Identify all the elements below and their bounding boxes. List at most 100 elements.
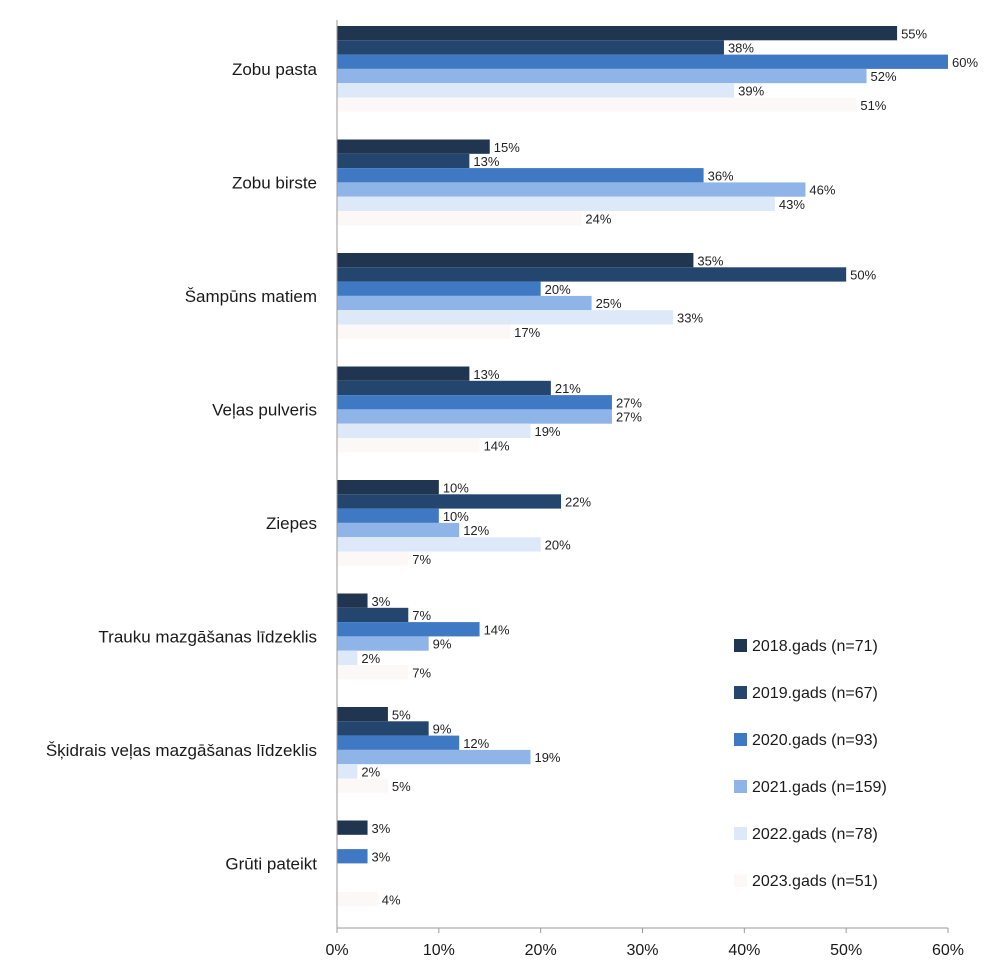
bar	[337, 707, 388, 722]
bar	[337, 764, 358, 779]
category-label: Trauku mazgāšanas līdzeklis	[98, 627, 317, 646]
category-label: Šķidrais veļas mazgāšanas līdzeklis	[46, 741, 317, 760]
data-label: 4%	[382, 892, 401, 907]
legend-swatch	[734, 827, 747, 840]
x-tick-label: 40%	[728, 942, 760, 959]
data-label: 3%	[372, 849, 391, 864]
category-label: Ziepes	[266, 514, 317, 533]
data-label: 3%	[372, 821, 391, 836]
legend-entry: 2018.gads (n=71)	[752, 638, 878, 655]
legend-swatch	[734, 780, 747, 793]
x-tick-label: 30%	[626, 942, 658, 959]
bar	[337, 196, 775, 211]
data-label: 60%	[952, 55, 978, 70]
data-label: 2%	[361, 651, 380, 666]
bar	[337, 409, 612, 424]
data-label: 5%	[392, 779, 411, 794]
x-tick-label: 50%	[830, 942, 862, 959]
data-label: 2%	[361, 765, 380, 780]
legend-entry: 2021.gads (n=159)	[752, 779, 887, 796]
bar	[337, 778, 388, 793]
data-label: 7%	[412, 552, 431, 567]
data-label: 17%	[514, 325, 540, 340]
data-label: 51%	[860, 98, 886, 113]
bar	[337, 423, 531, 438]
legend-entry: 2022.gads (n=78)	[752, 826, 878, 843]
data-label: 10%	[443, 509, 469, 524]
data-label: 9%	[433, 722, 452, 737]
data-label: 12%	[463, 523, 489, 538]
x-tick-label: 60%	[932, 942, 964, 959]
legend: 2018.gads (n=71) 2019.gads (n=67) 2020.gad…	[734, 638, 887, 890]
data-label: 36%	[708, 168, 734, 183]
bar	[337, 508, 439, 523]
bar	[337, 310, 674, 325]
data-label: 43%	[779, 197, 805, 212]
legend-swatch	[734, 733, 747, 746]
bar	[337, 281, 541, 296]
bar	[337, 622, 480, 637]
data-label: 52%	[871, 69, 897, 84]
data-label: 20%	[545, 282, 571, 297]
bar	[337, 849, 368, 864]
data-label: 35%	[697, 253, 723, 268]
data-label: 14%	[484, 622, 510, 637]
bar	[337, 820, 368, 835]
data-label: 55%	[901, 26, 927, 41]
data-label: 33%	[677, 311, 703, 326]
data-label: 19%	[534, 750, 560, 765]
bar	[337, 40, 724, 55]
bar	[337, 168, 704, 183]
category-labels-layer: Zobu pasta Zobu birste Šampūns matiem Veļas…	[46, 60, 318, 874]
data-label: 24%	[585, 211, 611, 226]
data-label: 7%	[412, 665, 431, 680]
bar	[337, 593, 368, 608]
bar	[337, 735, 460, 750]
data-label: 46%	[809, 183, 835, 198]
data-label: 12%	[463, 736, 489, 751]
value-labels-layer: 55%38%60%52%39%51%15%13%36%46%43%24%35%5…	[361, 26, 978, 907]
data-label: 39%	[738, 84, 764, 99]
data-label: 38%	[728, 41, 754, 56]
x-tick-label: 0%	[325, 942, 348, 959]
data-label: 13%	[473, 154, 499, 169]
bar	[337, 68, 867, 84]
x-tick-label: 10%	[423, 942, 455, 959]
category-label: Šampūns matiem	[185, 287, 317, 306]
category-label: Zobu pasta	[232, 60, 318, 79]
legend-swatch	[734, 639, 747, 652]
data-label: 20%	[545, 538, 571, 553]
bar	[337, 665, 409, 680]
bar	[337, 607, 409, 623]
bar	[337, 83, 735, 98]
bar	[337, 253, 694, 268]
bar	[337, 54, 948, 69]
data-label: 27%	[616, 410, 642, 425]
data-label: 3%	[372, 594, 391, 609]
data-label: 13%	[473, 367, 499, 382]
bar	[337, 295, 592, 311]
bar	[337, 211, 582, 226]
bar	[337, 551, 409, 566]
bar	[337, 324, 511, 339]
bar	[337, 480, 439, 495]
data-label: 14%	[484, 438, 510, 453]
bar	[337, 182, 806, 197]
data-label: 5%	[392, 707, 411, 722]
bars-layer	[337, 26, 948, 907]
data-label: 22%	[565, 495, 591, 510]
bar	[337, 97, 857, 112]
legend-entry: 2019.gads (n=67)	[752, 685, 878, 702]
bar	[337, 267, 847, 282]
data-label: 25%	[596, 296, 622, 311]
data-label: 7%	[412, 608, 431, 623]
bar	[337, 380, 551, 396]
bar	[337, 721, 429, 736]
data-label: 21%	[555, 381, 581, 396]
legend-entry: 2023.gads (n=51)	[752, 873, 878, 890]
bar	[337, 395, 612, 410]
legend-swatch	[734, 874, 747, 887]
data-label: 19%	[534, 424, 560, 439]
category-label: Grūti pateikt	[225, 854, 317, 873]
